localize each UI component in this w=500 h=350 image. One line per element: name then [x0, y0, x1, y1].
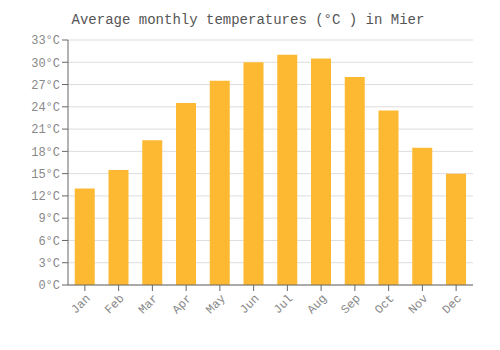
svg-text:May: May [204, 292, 229, 317]
svg-text:Jun: Jun [237, 292, 262, 317]
svg-text:0°C: 0°C [38, 279, 60, 293]
html-text:Average monthly temperatures (: Average monthly temperatures (°C ) in Mi… [71, 12, 425, 28]
svg-text:Sep: Sep [339, 292, 364, 317]
svg-text:18°C: 18°C [31, 146, 60, 160]
svg-text:Nov: Nov [406, 292, 431, 317]
svg-text:Oct: Oct [372, 292, 397, 317]
svg-text:33°C: 33°C [31, 34, 60, 48]
svg-text:3°C: 3°C [38, 257, 60, 271]
svg-text:Jul: Jul [271, 292, 296, 317]
svg-text:12°C: 12°C [31, 190, 60, 204]
svg-text:21°C: 21°C [31, 123, 60, 137]
svg-text:15°C: 15°C [31, 168, 60, 182]
svg-text:Dec: Dec [440, 292, 465, 317]
svg-text:6°C: 6°C [38, 235, 60, 249]
svg-text:Jan: Jan [69, 292, 94, 317]
svg-text:30°C: 30°C [31, 57, 60, 71]
svg-text:Feb: Feb [102, 292, 127, 317]
svg-text:9°C: 9°C [38, 212, 60, 226]
svg-text:Mar: Mar [136, 292, 161, 317]
svg-text:Aug: Aug [305, 292, 330, 317]
svg-text:27°C: 27°C [31, 79, 60, 93]
svg-text:24°C: 24°C [31, 101, 60, 115]
svg-text:Apr: Apr [170, 292, 195, 317]
